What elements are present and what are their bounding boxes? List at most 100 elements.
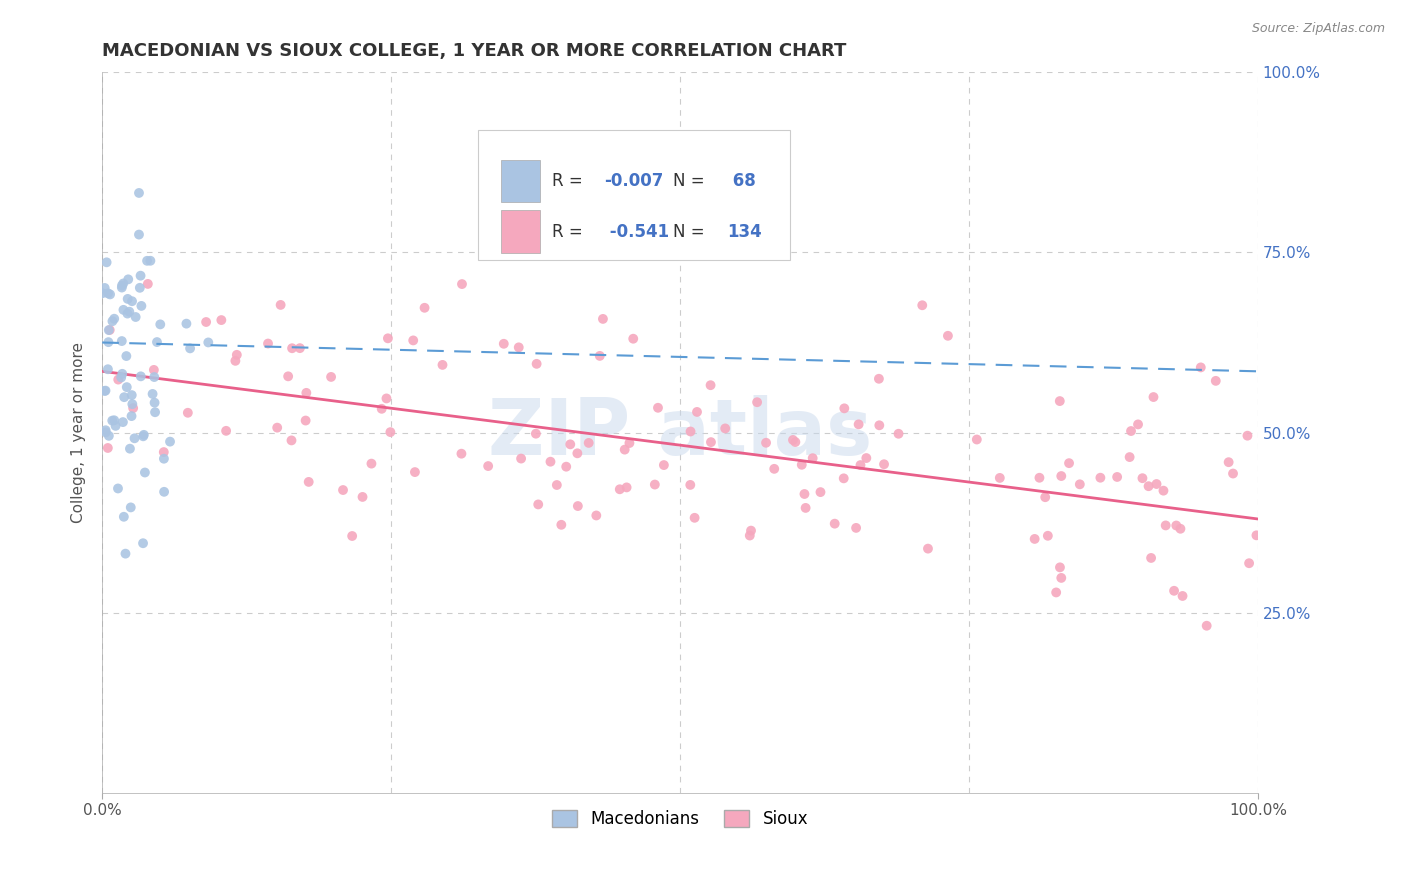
Point bbox=[621, 332, 644, 346]
Point bbox=[152, 445, 174, 459]
Point bbox=[97, 441, 120, 455]
Point bbox=[1170, 522, 1192, 536]
Point bbox=[120, 500, 142, 515]
Point bbox=[143, 405, 166, 419]
Point bbox=[121, 397, 143, 411]
Point bbox=[1069, 477, 1091, 491]
Point bbox=[129, 369, 152, 384]
Point bbox=[868, 418, 890, 433]
Point bbox=[988, 471, 1011, 485]
Point bbox=[1246, 528, 1268, 542]
Point bbox=[1218, 455, 1240, 469]
Text: 68: 68 bbox=[727, 172, 756, 190]
Point bbox=[111, 367, 134, 381]
Point bbox=[101, 314, 124, 328]
Point bbox=[375, 392, 398, 406]
Point bbox=[790, 458, 813, 472]
Point bbox=[1163, 583, 1185, 598]
Point bbox=[616, 480, 638, 494]
Point bbox=[352, 490, 374, 504]
Point bbox=[97, 335, 120, 350]
Point bbox=[94, 425, 117, 440]
Point bbox=[540, 455, 562, 469]
Text: 134: 134 bbox=[727, 223, 762, 241]
Point bbox=[1118, 450, 1140, 464]
Point bbox=[686, 405, 709, 419]
Point bbox=[585, 508, 607, 523]
Point bbox=[868, 372, 890, 386]
Point bbox=[526, 357, 548, 371]
Point bbox=[699, 378, 721, 392]
Point bbox=[510, 451, 533, 466]
FancyBboxPatch shape bbox=[501, 211, 540, 253]
Text: ZIP atlas: ZIP atlas bbox=[488, 394, 872, 471]
Point bbox=[1154, 518, 1177, 533]
Point bbox=[224, 354, 246, 368]
Point bbox=[257, 336, 280, 351]
Point bbox=[380, 425, 402, 439]
Text: R =: R = bbox=[551, 172, 588, 190]
Text: -0.007: -0.007 bbox=[603, 172, 664, 190]
Point bbox=[755, 435, 778, 450]
Point bbox=[195, 315, 218, 329]
Point bbox=[679, 425, 702, 439]
Point bbox=[280, 434, 302, 448]
Text: MACEDONIAN VS SIOUX COLLEGE, 1 YEAR OR MORE CORRELATION CHART: MACEDONIAN VS SIOUX COLLEGE, 1 YEAR OR M… bbox=[103, 42, 846, 60]
Point bbox=[1146, 477, 1168, 491]
Point bbox=[679, 478, 702, 492]
Point bbox=[911, 298, 934, 312]
Point bbox=[91, 286, 114, 301]
Point bbox=[103, 413, 125, 427]
Point bbox=[115, 349, 138, 363]
Point bbox=[115, 380, 138, 394]
Point bbox=[1152, 483, 1174, 498]
Point bbox=[1142, 390, 1164, 404]
Point bbox=[112, 277, 135, 291]
Point bbox=[111, 278, 134, 293]
Point bbox=[101, 414, 124, 428]
Point bbox=[176, 317, 198, 331]
Point bbox=[966, 433, 988, 447]
Point bbox=[793, 487, 815, 501]
Point bbox=[117, 292, 139, 306]
Point bbox=[94, 384, 117, 398]
Point bbox=[111, 334, 134, 348]
Point bbox=[613, 442, 636, 457]
Point bbox=[1119, 424, 1142, 438]
Point bbox=[1045, 585, 1067, 599]
Point bbox=[143, 370, 166, 384]
Point bbox=[782, 433, 804, 447]
Point bbox=[785, 435, 807, 450]
Point bbox=[97, 362, 120, 376]
FancyBboxPatch shape bbox=[478, 130, 790, 260]
Point bbox=[124, 431, 146, 445]
Point bbox=[132, 427, 155, 442]
Point bbox=[117, 307, 139, 321]
Point bbox=[1222, 467, 1244, 481]
Point bbox=[1171, 589, 1194, 603]
Point bbox=[936, 328, 959, 343]
Point bbox=[179, 342, 201, 356]
Point bbox=[117, 272, 139, 286]
Point bbox=[298, 475, 321, 489]
Point bbox=[225, 348, 247, 362]
Point bbox=[801, 451, 824, 466]
Point bbox=[700, 435, 723, 450]
Point bbox=[492, 336, 515, 351]
Point bbox=[197, 335, 219, 350]
Point bbox=[132, 429, 155, 443]
Point bbox=[149, 318, 172, 332]
Point bbox=[131, 299, 153, 313]
Text: Source: ZipAtlas.com: Source: ZipAtlas.com bbox=[1251, 22, 1385, 36]
Point bbox=[121, 294, 143, 309]
Point bbox=[153, 484, 176, 499]
Point bbox=[128, 227, 150, 242]
Point bbox=[1024, 532, 1046, 546]
Legend: Macedonians, Sioux: Macedonians, Sioux bbox=[546, 803, 815, 835]
Point bbox=[107, 373, 129, 387]
Point bbox=[763, 462, 786, 476]
Point bbox=[277, 369, 299, 384]
Point bbox=[848, 417, 870, 432]
Point bbox=[266, 420, 288, 434]
Point bbox=[270, 298, 292, 312]
